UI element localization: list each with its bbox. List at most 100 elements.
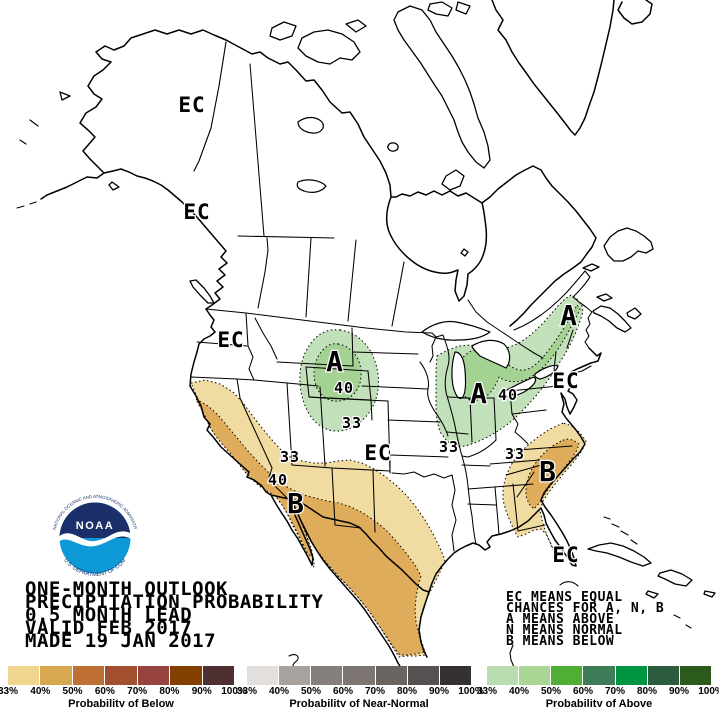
legend-line-4: N MEANS NORMAL (506, 623, 623, 638)
noaa-ring-top-text: NATIONAL OCEANIC AND ATMOSPHERIC ADMINIS… (0, 0, 138, 530)
lake-superior (421, 320, 491, 341)
victoria-island (297, 29, 361, 65)
aleutian-islands (16, 119, 39, 209)
map-label-40: 40 (498, 386, 518, 404)
border-pa-ny (509, 385, 559, 392)
legend-line-2: CHANCES FOR A, N, B (506, 601, 664, 616)
border-mississippi-river (442, 334, 477, 545)
title-line-3: 0.5 MONTH LEAD (25, 604, 192, 626)
title-line-5: MADE 19 JAN 2017 (25, 630, 216, 652)
nova-scotia (592, 305, 632, 333)
coastline-us-pacific (189, 308, 272, 496)
border-mo-ar (461, 464, 491, 467)
lake-ontario (534, 364, 559, 380)
legend-block: EC MEANS EQUAL CHANCES FOR A, N, B A MEA… (506, 590, 664, 649)
noaa-logo-text: NOAA (76, 520, 114, 532)
islands-east (288, 227, 716, 670)
border-41n-ut (308, 396, 324, 399)
title-line-1: ONE-MONTH OUTLOOK (25, 578, 228, 600)
border-nm-south (334, 524, 362, 529)
region-below-southwest-40 (195, 398, 425, 656)
border-az-nm (331, 467, 336, 526)
border-in-oh (493, 397, 497, 441)
border-ne-ks (387, 419, 441, 423)
border-me-nh (566, 329, 574, 349)
coastline-alaska-south-bc (103, 168, 228, 310)
st-lawrence-island (59, 91, 71, 101)
coastline-mexico-pacific (288, 498, 402, 669)
border-wy-top (305, 366, 369, 372)
greenland (491, 0, 615, 136)
coastline-atlantic (418, 347, 602, 658)
legend-line-5: B MEANS BELOW (506, 634, 614, 649)
coastline-mexico-border-riogrande (270, 494, 430, 593)
coastline-hudson-bay (386, 190, 488, 302)
border-wy-left (305, 366, 310, 398)
noaa-logo-sky (59, 502, 131, 538)
coastline-arctic (225, 39, 392, 198)
border-nv-ut (286, 382, 293, 466)
border-60n (237, 235, 335, 239)
border-wa-or (196, 341, 248, 347)
border-pa-oh (509, 390, 513, 415)
border-id-mt (254, 317, 278, 360)
border-ia-mo (446, 431, 469, 435)
map-label-40: 40 (334, 379, 354, 397)
title-line-2: PRECIPITATION PROBABILITY (25, 591, 324, 613)
coastline-st-lawrence (513, 270, 593, 349)
border-mt-nd-east (351, 327, 354, 367)
noaa-logo: NOAA NATIONAL OCEANIC AND ATMOSPHERIC AD… (0, 0, 142, 585)
coastline-baja-west (270, 494, 313, 566)
noaa-ring-bottom-text: U.S. DEPARTMENT OF COMMERCE (0, 0, 128, 578)
border-wy-right (367, 370, 372, 401)
border-yukon-nwt (249, 63, 265, 237)
border-nm-tx (372, 470, 376, 533)
southampton-island (441, 169, 465, 191)
border-pa-md (511, 409, 547, 415)
border-alaska-yukon (193, 41, 227, 172)
lake-erie (499, 376, 537, 398)
kodiak-island (108, 181, 120, 191)
hispaniola (657, 569, 693, 587)
border-42n (190, 376, 319, 387)
map-label-ec: EC (178, 93, 205, 117)
bahamas (603, 516, 638, 545)
border-ar-la (467, 503, 497, 506)
coats-island (387, 142, 399, 152)
great-bear-lake (297, 116, 324, 134)
baffin-island (393, 5, 491, 169)
island-northeast (617, 0, 653, 25)
border-ohio-river (461, 439, 497, 458)
arctic-islands (16, 0, 653, 209)
border-ms-al (494, 486, 500, 535)
border-wv (511, 413, 529, 445)
legend-line-1: EC MEANS EQUAL (506, 590, 623, 605)
cape-breton (626, 307, 642, 320)
border-us-canada (205, 308, 444, 338)
great-lakes (296, 116, 559, 399)
border-ny-vt (553, 351, 557, 371)
border-al-ga (512, 483, 519, 532)
border-ne-west (370, 399, 373, 421)
stray-mark-right (509, 644, 515, 668)
coastline-alaska (40, 29, 227, 200)
map-label-40: 40 (268, 471, 288, 489)
lesser-antilles-marks (673, 614, 692, 629)
border-red-river-north (429, 336, 437, 363)
puerto-rico (703, 590, 716, 598)
cuba-west-tip (559, 581, 579, 587)
border-mt-south (276, 361, 354, 367)
ellesmere-fragment (455, 1, 471, 15)
coastline-ungava-labrador (481, 165, 597, 327)
border-ut-co (319, 386, 326, 467)
border-ks-ok (389, 454, 449, 458)
lake-huron (471, 339, 511, 369)
island-in-hudson-bay (460, 248, 469, 257)
banks-island (269, 21, 297, 41)
stray-mark-left (288, 654, 299, 670)
border-colorado-river (268, 467, 288, 499)
newfoundland (603, 227, 654, 262)
cuba (587, 542, 652, 567)
